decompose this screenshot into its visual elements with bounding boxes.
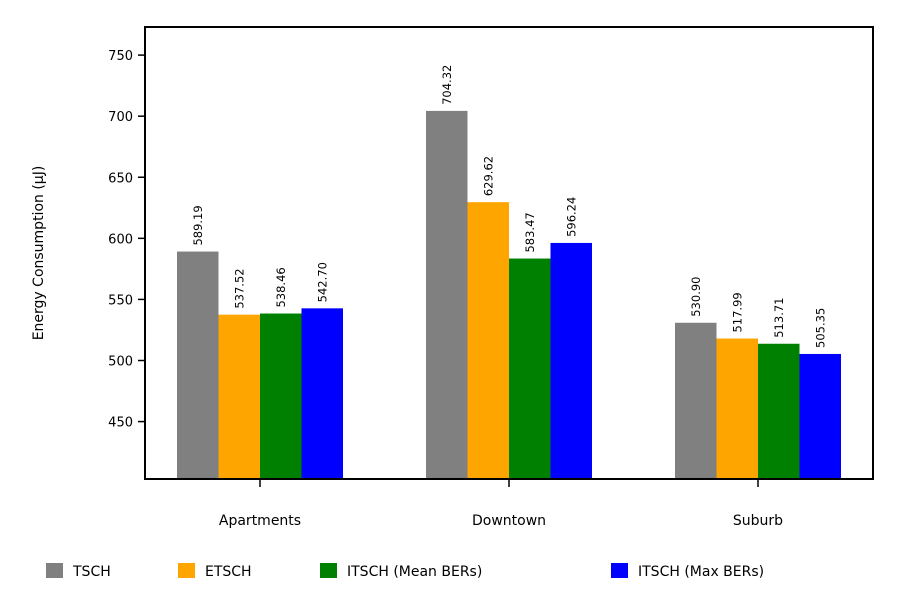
data-label: 583.47 xyxy=(523,212,537,252)
plot-layer: 589.19 704.32 530.90 537.52 629.62 517.99 538.… xyxy=(177,65,841,479)
data-label: 530.90 xyxy=(689,277,703,317)
data-label: 538.46 xyxy=(274,267,288,307)
y-tick-label: 750 xyxy=(108,49,133,64)
bar xyxy=(301,308,343,479)
y-tick-label: 600 xyxy=(108,232,133,247)
legend-swatch xyxy=(46,563,63,578)
y-tick-label: 550 xyxy=(108,293,133,308)
data-label: 513.71 xyxy=(772,298,786,338)
bar xyxy=(218,314,260,479)
x-category-label: Downtown xyxy=(472,513,546,529)
bar xyxy=(758,343,800,479)
y-tick-label: 500 xyxy=(108,355,133,370)
legend: TSCH ETSCH ITSCH (Mean BERs) ITSCH (Max BER… xyxy=(46,563,764,580)
data-label: 517.99 xyxy=(730,292,744,332)
legend-swatch xyxy=(611,563,628,578)
legend-label: ITSCH (Max BERs) xyxy=(638,564,764,580)
y-tick-label: 700 xyxy=(108,110,133,125)
legend-label: ITSCH (Mean BERs) xyxy=(347,564,482,580)
data-label: 505.35 xyxy=(813,308,827,348)
data-label: 537.52 xyxy=(232,268,246,308)
bar xyxy=(675,322,717,479)
data-label: 542.70 xyxy=(315,262,329,302)
bar xyxy=(799,353,841,479)
bar xyxy=(716,338,758,479)
bar xyxy=(426,110,468,479)
data-label: 596.24 xyxy=(564,197,578,237)
legend-swatch xyxy=(320,563,337,578)
axes-layer: 450 500 550 600 650 700 750 Apartments Downtown S… xyxy=(108,49,783,529)
x-category-label: Apartments xyxy=(219,513,301,529)
data-label: 629.62 xyxy=(481,156,495,196)
legend-item: ETSCH xyxy=(178,563,252,580)
legend-label: ETSCH xyxy=(205,564,252,580)
legend-item: ITSCH (Max BERs) xyxy=(611,563,764,580)
legend-swatch xyxy=(178,563,195,578)
bar xyxy=(550,242,592,479)
x-category-label: Suburb xyxy=(733,513,783,529)
legend-item: ITSCH (Mean BERs) xyxy=(320,563,482,580)
y-axis-title: Energy Consumption (μJ) xyxy=(31,166,47,341)
bar xyxy=(467,202,509,479)
bar xyxy=(509,258,551,479)
data-label: 704.32 xyxy=(440,65,454,105)
y-tick-label: 650 xyxy=(108,171,133,186)
y-tick-label: 450 xyxy=(108,416,133,431)
bar xyxy=(177,251,219,479)
data-label: 589.19 xyxy=(191,205,205,245)
bar xyxy=(260,313,302,479)
legend-item: TSCH xyxy=(46,563,111,580)
legend-label: TSCH xyxy=(72,564,111,580)
